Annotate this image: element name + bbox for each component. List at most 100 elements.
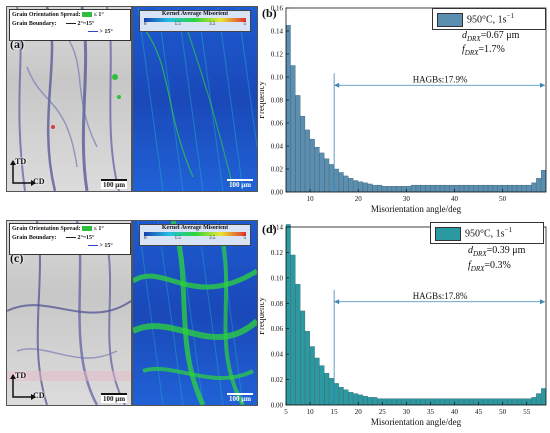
legend-swatch-d: [435, 227, 461, 241]
bar: [309, 346, 315, 406]
bar: [290, 254, 296, 406]
bar: [295, 95, 301, 193]
scalebar-line-c-kam: [227, 393, 253, 395]
bar: [362, 182, 368, 193]
bar: [406, 398, 412, 406]
x-tick-label: 20: [355, 408, 363, 416]
bar: [439, 184, 445, 193]
bar: [430, 184, 436, 193]
bar: [406, 186, 412, 193]
ddrx-b: dDRX=0.67 μm: [462, 30, 520, 43]
bar: [425, 398, 431, 406]
td-cd-axes-icon: [10, 160, 36, 186]
x-tick-label: 5: [284, 408, 288, 416]
bar: [435, 184, 440, 193]
bar: [430, 398, 436, 406]
bar: [454, 184, 460, 193]
chart-b: 0.00 0.02 0.04 0.06 0.08 0.10 0.12 0.14 0.16 10 20…: [260, 5, 547, 214]
y-tick-label: 0.12: [271, 51, 284, 59]
bar: [386, 186, 392, 193]
y-tick-label: 0.10: [271, 274, 284, 282]
chart-b-legend: 950°C, 1s−1: [432, 8, 546, 30]
y-tick-label: 0.00: [271, 402, 284, 410]
bar: [362, 395, 368, 406]
bar: [521, 184, 527, 193]
bar: [521, 398, 527, 406]
bar: [492, 398, 498, 406]
bar: [526, 398, 532, 406]
bar: [468, 184, 474, 193]
cd-label-a: CD: [33, 177, 45, 186]
y-tick-label: 0.06: [271, 325, 284, 333]
bar: [497, 184, 503, 193]
bar: [449, 184, 455, 193]
bar: [338, 172, 344, 193]
scalebar-line-a-kam: [227, 179, 253, 181]
bar: [353, 180, 359, 193]
x-tick-label: 10: [307, 408, 315, 416]
cd-label-c: CD: [33, 391, 45, 400]
low-angle-swatch: [66, 23, 77, 25]
gos-swatch: [82, 12, 93, 18]
bar: [314, 357, 320, 406]
bar: [333, 383, 339, 406]
bar: [454, 398, 460, 406]
boundary-legend-title: Grain Boundary:: [12, 235, 57, 241]
y-tick-label: 0.10: [271, 74, 284, 82]
bar: [478, 398, 484, 406]
chart-d: 0.00 0.02 0.04 0.06 0.08 0.10 0.12 0.14 5 10 15 20 2…: [260, 224, 547, 427]
fdrx-b: fDRX=1.7%: [462, 44, 505, 57]
boundary-legend-title: Grain Boundary:: [12, 21, 57, 27]
y-tick-label: 0.04: [271, 143, 284, 151]
plot-frame: [285, 226, 547, 406]
x-tick-label: 35: [427, 408, 435, 416]
bar: [473, 184, 479, 193]
bar: [300, 115, 306, 193]
bar: [488, 184, 493, 193]
x-tick-label: 45: [475, 408, 483, 416]
kam-legend-c: Kernel Average Misorient 0 1.5 3.5 5: [139, 224, 251, 246]
bar: [372, 397, 378, 406]
bar: [348, 178, 354, 193]
bar: [483, 184, 489, 193]
y-tick-label: 0.12: [271, 249, 284, 257]
bar: [300, 310, 306, 406]
bar: [502, 398, 508, 406]
kam-ticks: 0 1.5 3.5 5: [144, 22, 246, 27]
hagb-annotation: HAGBs:17.8%: [413, 291, 468, 301]
bar: [526, 184, 532, 193]
y-axis-label: Frequency: [260, 81, 266, 119]
x-tick-label: 30: [403, 408, 411, 416]
td-cd-axes-icon: [10, 374, 36, 400]
bar: [391, 186, 397, 193]
bar: [516, 398, 522, 406]
kam-colorbar: [144, 18, 246, 22]
x-tick-label: 50: [499, 408, 507, 416]
scalebar-a-kam: 100 μm: [229, 181, 252, 189]
low-angle-swatch: [66, 237, 77, 239]
gos-legend-value: ≤ 1°: [93, 226, 104, 232]
bar: [401, 398, 407, 406]
gos-map-c: Grain Orientation Spread: ≤ 1° Grain Bou…: [6, 220, 132, 406]
bar: [367, 397, 373, 406]
bar: [541, 169, 546, 193]
gos-legend-value: ≤ 1°: [93, 12, 104, 18]
x-tick-label: 30: [403, 195, 411, 203]
hagb-arrowhead: [334, 299, 340, 305]
high-angle-label: > 15°: [99, 29, 113, 35]
bar: [420, 398, 426, 406]
bar: [343, 175, 349, 193]
bar: [319, 365, 325, 406]
bar: [358, 394, 363, 406]
legend-series-b: 950°C, 1s−1: [467, 12, 515, 26]
kam-map-c-texture: [133, 221, 257, 405]
bar: [343, 389, 349, 406]
bar: [391, 398, 397, 406]
bar: [512, 184, 517, 193]
panel-label-d: (d): [262, 222, 277, 236]
kam-legend-a: Kernel Average Misorient 0 1.5 3.5 5: [139, 10, 251, 32]
high-angle-label: > 15°: [99, 243, 113, 249]
bar: [329, 164, 334, 193]
bar: [512, 398, 517, 406]
bar: [507, 398, 513, 406]
